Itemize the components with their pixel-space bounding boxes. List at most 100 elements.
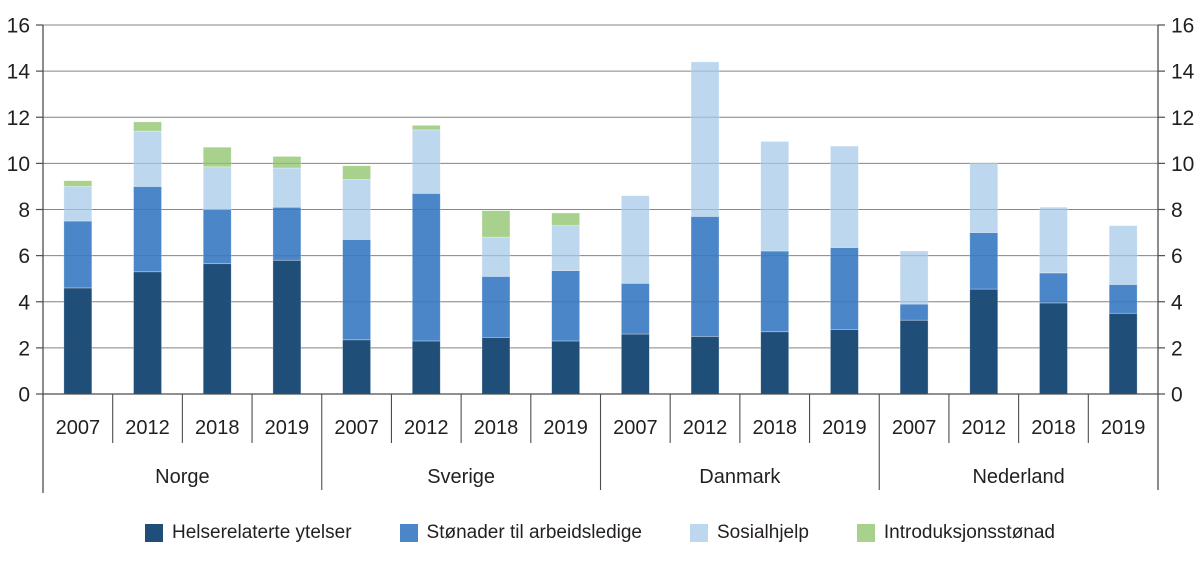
bar-segment bbox=[1108, 284, 1138, 314]
legend-item: Stønader til arbeidsledige bbox=[399, 522, 642, 544]
bar-segment bbox=[202, 209, 232, 265]
bar-segment bbox=[133, 271, 162, 395]
chart-legend: Helserelaterte ytelser Stønader til arbei… bbox=[0, 515, 1200, 551]
year-label: 2007 bbox=[892, 417, 937, 439]
year-label: 2019 bbox=[1101, 417, 1146, 439]
bar-segment bbox=[620, 282, 650, 335]
bar-segment bbox=[690, 61, 720, 217]
year-label: 2019 bbox=[265, 417, 310, 439]
group-label: Danmark bbox=[699, 466, 781, 488]
bar-segment bbox=[342, 239, 371, 341]
legend-item: Helserelaterte ytelser bbox=[145, 522, 352, 544]
legend-item: Sosialhjelp bbox=[690, 522, 809, 544]
bar-segment bbox=[899, 319, 929, 395]
bar-segment bbox=[1108, 225, 1138, 285]
y-tick-label-left: 0 bbox=[18, 384, 30, 407]
y-tick-label-right: 0 bbox=[1171, 384, 1183, 407]
y-tick-label-right: 16 bbox=[1171, 15, 1194, 38]
y-tick-label-left: 8 bbox=[18, 199, 30, 222]
group-label: Norge bbox=[155, 466, 209, 488]
bar-segment bbox=[133, 130, 162, 187]
y-tick-label-left: 2 bbox=[18, 337, 30, 360]
year-label: 2012 bbox=[683, 417, 728, 439]
bar-segment bbox=[760, 250, 790, 333]
bar-segment bbox=[133, 121, 162, 132]
legend-label: Stønader til arbeidsledige bbox=[426, 522, 642, 543]
bar-segment bbox=[690, 216, 720, 337]
y-tick-label-right: 2 bbox=[1171, 337, 1183, 360]
year-label: 2018 bbox=[474, 417, 519, 439]
bar-segment bbox=[202, 146, 232, 168]
legend-label: Sosialhjelp bbox=[717, 522, 809, 543]
bar-segment bbox=[481, 337, 511, 395]
bar-segment bbox=[411, 193, 441, 342]
bar-segment bbox=[620, 195, 650, 284]
bar-segment bbox=[202, 263, 232, 395]
year-label: 2007 bbox=[56, 417, 101, 439]
y-tick-label-right: 6 bbox=[1171, 245, 1183, 268]
bar-segment bbox=[830, 145, 859, 248]
bar-segment bbox=[969, 288, 999, 395]
y-tick-label-left: 14 bbox=[7, 61, 31, 84]
y-tick-label-left: 16 bbox=[7, 15, 30, 38]
y-tick-label-left: 10 bbox=[7, 153, 30, 176]
bar-segment bbox=[133, 186, 162, 273]
year-label: 2019 bbox=[543, 417, 588, 439]
bar-segment bbox=[63, 287, 93, 395]
bar-segment bbox=[760, 141, 790, 252]
bar-segment bbox=[411, 340, 441, 395]
bar-segment bbox=[272, 259, 302, 395]
bar-segment bbox=[551, 270, 581, 342]
y-tick-label-left: 12 bbox=[7, 107, 30, 130]
year-label: 2012 bbox=[404, 417, 449, 439]
legend-swatch bbox=[856, 524, 875, 542]
bar-segment bbox=[63, 180, 93, 187]
year-label: 2012 bbox=[962, 417, 1007, 439]
bar-segment bbox=[551, 212, 581, 226]
bar-segment bbox=[830, 329, 859, 395]
y-tick-label-right: 10 bbox=[1171, 153, 1194, 176]
y-tick-label-right: 14 bbox=[1171, 61, 1195, 84]
bar-segment bbox=[551, 225, 581, 271]
bar-segment bbox=[202, 166, 232, 210]
bar-segment bbox=[481, 210, 511, 238]
bar-segment bbox=[620, 333, 650, 395]
bar-segment bbox=[690, 335, 720, 395]
bar-segment bbox=[272, 156, 302, 169]
stacked-bar-chart: 0 0 2 2 4 4 6 6 8 8 10 10 12 12 14 14 16 16 2007 2012 2018 20… bbox=[7, 15, 1195, 493]
legend-item: Introduksjonsstønad bbox=[856, 522, 1055, 544]
bar-segment bbox=[830, 247, 859, 330]
y-tick-label-right: 8 bbox=[1171, 199, 1183, 222]
y-tick-label-left: 4 bbox=[18, 291, 30, 314]
bar-segment bbox=[1039, 206, 1068, 274]
bar-segment bbox=[272, 167, 302, 208]
year-label: 2018 bbox=[752, 417, 797, 439]
group-label: Sverige bbox=[427, 466, 495, 488]
year-label: 2018 bbox=[195, 417, 240, 439]
legend-label: Introduksjonsstønad bbox=[883, 522, 1055, 543]
bar-segment bbox=[1108, 312, 1138, 395]
year-label: 2012 bbox=[125, 417, 170, 439]
bar-segment bbox=[411, 129, 441, 194]
bar-segment bbox=[899, 250, 929, 305]
bar-segment bbox=[481, 236, 511, 277]
bar-segment bbox=[969, 232, 999, 290]
year-label: 2007 bbox=[334, 417, 379, 439]
bar-segment bbox=[481, 276, 511, 338]
bar-segment bbox=[272, 206, 302, 261]
bar-segment bbox=[342, 179, 371, 240]
bar-segment bbox=[1039, 302, 1068, 395]
bar-segment bbox=[899, 303, 929, 321]
y-tick-label-left: 6 bbox=[18, 245, 30, 268]
y-tick-label-right: 12 bbox=[1171, 107, 1194, 130]
bar-segment bbox=[760, 331, 790, 395]
year-label: 2019 bbox=[822, 417, 867, 439]
bar-segment bbox=[1039, 272, 1068, 304]
legend-swatch bbox=[399, 524, 418, 542]
legend-label: Helserelaterte ytelser bbox=[172, 522, 352, 543]
bar-segment bbox=[411, 124, 441, 131]
year-label: 2007 bbox=[613, 417, 658, 439]
group-label: Nederland bbox=[972, 466, 1064, 488]
bar-segment bbox=[342, 165, 371, 180]
